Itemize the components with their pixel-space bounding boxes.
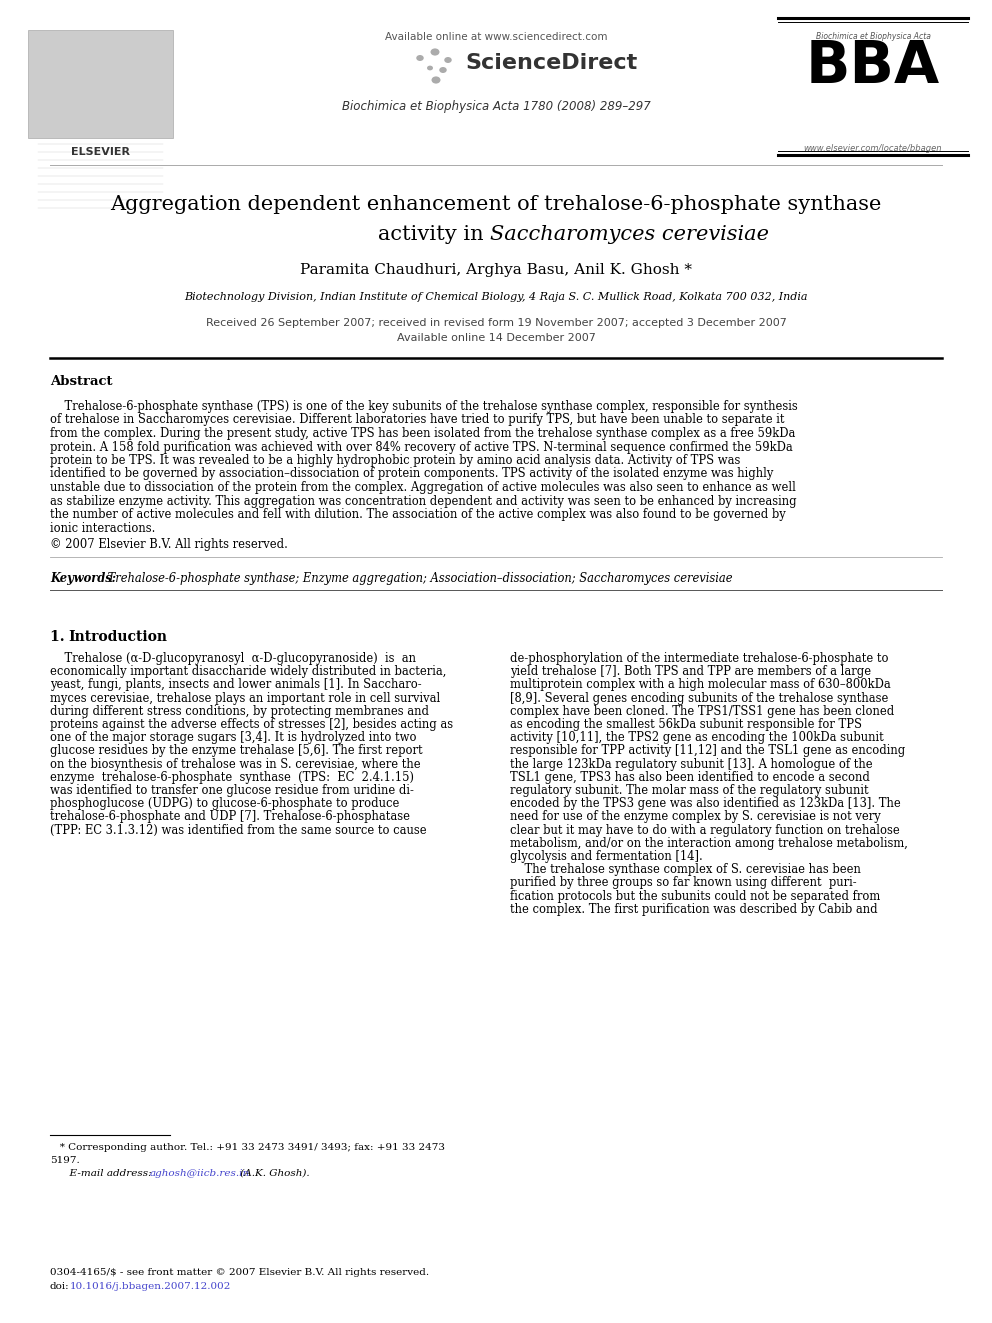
Text: Keywords:: Keywords: (50, 572, 116, 585)
Text: metabolism, and/or on the interaction among trehalose metabolism,: metabolism, and/or on the interaction am… (510, 837, 908, 849)
Text: purified by three groups so far known using different  puri-: purified by three groups so far known us… (510, 876, 857, 889)
Text: one of the major storage sugars [3,4]. It is hydrolyzed into two: one of the major storage sugars [3,4]. I… (50, 732, 417, 745)
Text: doi:: doi: (50, 1282, 69, 1291)
Text: The trehalose synthase complex of S. cerevisiae has been: The trehalose synthase complex of S. cer… (510, 863, 861, 876)
Text: yield trehalose [7]. Both TPS and TPP are members of a large: yield trehalose [7]. Both TPS and TPP ar… (510, 665, 871, 679)
Text: proteins against the adverse effects of stresses [2], besides acting as: proteins against the adverse effects of … (50, 718, 453, 732)
Text: Biotechnology Division, Indian Institute of Chemical Biology, 4 Raja S. C. Mulli: Biotechnology Division, Indian Institute… (185, 292, 807, 302)
Text: enzyme  trehalose-6-phosphate  synthase  (TPS:  EC  2.4.1.15): enzyme trehalose-6-phosphate synthase (T… (50, 771, 414, 783)
Text: as encoding the smallest 56kDa subunit responsible for TPS: as encoding the smallest 56kDa subunit r… (510, 718, 862, 732)
Text: protein to be TPS. It was revealed to be a highly hydrophobic protein by amino a: protein to be TPS. It was revealed to be… (50, 454, 740, 467)
Text: was identified to transfer one glucose residue from uridine di-: was identified to transfer one glucose r… (50, 785, 414, 796)
Text: ELSEVIER: ELSEVIER (70, 147, 130, 157)
Text: aghosh@iicb.res.in: aghosh@iicb.res.in (150, 1170, 250, 1177)
Text: the complex. The first purification was described by Cabib and: the complex. The first purification was … (510, 902, 878, 916)
Ellipse shape (431, 49, 439, 56)
Text: E-mail address:: E-mail address: (50, 1170, 155, 1177)
Text: trehalose-6-phosphate and UDP [7]. Trehalose-6-phosphatase: trehalose-6-phosphate and UDP [7]. Treha… (50, 811, 410, 823)
Text: (TPP: EC 3.1.3.12) was identified from the same source to cause: (TPP: EC 3.1.3.12) was identified from t… (50, 824, 427, 836)
Text: glucose residues by the enzyme trehalase [5,6]. The first report: glucose residues by the enzyme trehalase… (50, 745, 423, 757)
Text: 1.: 1. (50, 630, 69, 644)
Text: from the complex. During the present study, active TPS has been isolated from th: from the complex. During the present stu… (50, 427, 796, 441)
Text: * Corresponding author. Tel.: +91 33 2473 3491/ 3493; fax: +91 33 2473: * Corresponding author. Tel.: +91 33 247… (50, 1143, 445, 1152)
Text: Paramita Chaudhuri, Arghya Basu, Anil K. Ghosh *: Paramita Chaudhuri, Arghya Basu, Anil K.… (300, 263, 692, 277)
Text: as stabilize enzyme activity. This aggregation was concentration dependent and a: as stabilize enzyme activity. This aggre… (50, 495, 797, 508)
Text: Saccharomyces cerevisiae: Saccharomyces cerevisiae (490, 225, 769, 243)
Text: (A.K. Ghosh).: (A.K. Ghosh). (237, 1170, 310, 1177)
Text: fication protocols but the subunits could not be separated from: fication protocols but the subunits coul… (510, 889, 880, 902)
Text: Received 26 September 2007; received in revised form 19 November 2007; accepted : Received 26 September 2007; received in … (205, 318, 787, 328)
Text: glycolysis and fermentation [14].: glycolysis and fermentation [14]. (510, 849, 702, 863)
Text: Trehalose-6-phosphate synthase; Enzyme aggregation; Association–dissociation; Sa: Trehalose-6-phosphate synthase; Enzyme a… (104, 572, 732, 585)
Text: Available online 14 December 2007: Available online 14 December 2007 (397, 333, 595, 343)
Text: protein. A 158 fold purification was achieved with over 84% recovery of active T: protein. A 158 fold purification was ach… (50, 441, 793, 454)
Bar (28, 30, 173, 138)
Text: myces cerevisiae, trehalose plays an important role in cell survival: myces cerevisiae, trehalose plays an imp… (50, 692, 440, 705)
Text: activity in: activity in (378, 225, 490, 243)
Ellipse shape (439, 67, 446, 73)
Text: need for use of the enzyme complex by S. cerevisiae is not very: need for use of the enzyme complex by S.… (510, 811, 881, 823)
Text: Trehalose-6-phosphate synthase (TPS) is one of the key subunits of the trehalose: Trehalose-6-phosphate synthase (TPS) is … (50, 400, 798, 413)
Text: encoded by the TPS3 gene was also identified as 123kDa [13]. The: encoded by the TPS3 gene was also identi… (510, 798, 901, 810)
Text: during different stress conditions, by protecting membranes and: during different stress conditions, by p… (50, 705, 429, 718)
Text: TSL1 gene, TPS3 has also been identified to encode a second: TSL1 gene, TPS3 has also been identified… (510, 771, 870, 783)
Text: 5197.: 5197. (50, 1156, 79, 1166)
Text: of trehalose in Saccharomyces cerevisiae. Different laboratories have tried to p: of trehalose in Saccharomyces cerevisiae… (50, 414, 785, 426)
Text: yeast, fungi, plants, insects and lower animals [1]. In Saccharo-: yeast, fungi, plants, insects and lower … (50, 679, 422, 692)
Text: [8,9]. Several genes encoding subunits of the trehalose synthase: [8,9]. Several genes encoding subunits o… (510, 692, 889, 705)
Text: phosphoglucose (UDPG) to glucose-6-phosphate to produce: phosphoglucose (UDPG) to glucose-6-phosp… (50, 798, 400, 810)
Text: Abstract: Abstract (50, 374, 112, 388)
Text: ScienceDirect: ScienceDirect (465, 53, 637, 73)
Ellipse shape (432, 77, 440, 83)
Text: regulatory subunit. The molar mass of the regulatory subunit: regulatory subunit. The molar mass of th… (510, 785, 869, 796)
Text: Biochimica et Biophysica Acta 1780 (2008) 289–297: Biochimica et Biophysica Acta 1780 (2008… (341, 101, 651, 112)
Text: Trehalose (α-D-glucopyranosyl  α-D-glucopyranoside)  is  an: Trehalose (α-D-glucopyranosyl α-D-glucop… (50, 652, 416, 665)
Text: Introduction: Introduction (68, 630, 167, 644)
Text: multiprotein complex with a high molecular mass of 630–800kDa: multiprotein complex with a high molecul… (510, 679, 891, 692)
Text: responsible for TPP activity [11,12] and the TSL1 gene as encoding: responsible for TPP activity [11,12] and… (510, 745, 906, 757)
Text: 0304-4165/$ - see front matter © 2007 Elsevier B.V. All rights reserved.: 0304-4165/$ - see front matter © 2007 El… (50, 1267, 430, 1277)
Text: identified to be governed by association–dissociation of protein components. TPS: identified to be governed by association… (50, 467, 774, 480)
Text: © 2007 Elsevier B.V. All rights reserved.: © 2007 Elsevier B.V. All rights reserved… (50, 538, 288, 550)
Text: www.elsevier.com/locate/bbagen: www.elsevier.com/locate/bbagen (804, 144, 942, 153)
Ellipse shape (417, 56, 424, 61)
Text: economically important disaccharide widely distributed in bacteria,: economically important disaccharide wide… (50, 665, 446, 679)
Text: the large 123kDa regulatory subunit [13]. A homologue of the: the large 123kDa regulatory subunit [13]… (510, 758, 873, 770)
Text: activity [10,11], the TPS2 gene as encoding the 100kDa subunit: activity [10,11], the TPS2 gene as encod… (510, 732, 884, 745)
Text: ionic interactions.: ionic interactions. (50, 521, 156, 534)
Text: 10.1016/j.bbagen.2007.12.002: 10.1016/j.bbagen.2007.12.002 (70, 1282, 231, 1291)
Text: clear but it may have to do with a regulatory function on trehalose: clear but it may have to do with a regul… (510, 824, 900, 836)
Text: Available online at www.sciencedirect.com: Available online at www.sciencedirect.co… (385, 32, 607, 42)
Ellipse shape (427, 66, 433, 70)
Text: complex have been cloned. The TPS1/TSS1 gene has been cloned: complex have been cloned. The TPS1/TSS1 … (510, 705, 894, 718)
Text: de-phosphorylation of the intermediate trehalose-6-phosphate to: de-phosphorylation of the intermediate t… (510, 652, 889, 665)
Text: BBA: BBA (806, 38, 940, 95)
Text: the number of active molecules and fell with dilution. The association of the ac: the number of active molecules and fell … (50, 508, 786, 521)
Text: on the biosynthesis of trehalose was in S. cerevisiae, where the: on the biosynthesis of trehalose was in … (50, 758, 421, 770)
Ellipse shape (444, 57, 451, 64)
Text: Biochimica et Biophysica Acta: Biochimica et Biophysica Acta (815, 32, 930, 41)
Text: Aggregation dependent enhancement of trehalose-6-phosphate synthase: Aggregation dependent enhancement of tre… (110, 194, 882, 214)
Text: unstable due to dissociation of the protein from the complex. Aggregation of act: unstable due to dissociation of the prot… (50, 482, 796, 493)
